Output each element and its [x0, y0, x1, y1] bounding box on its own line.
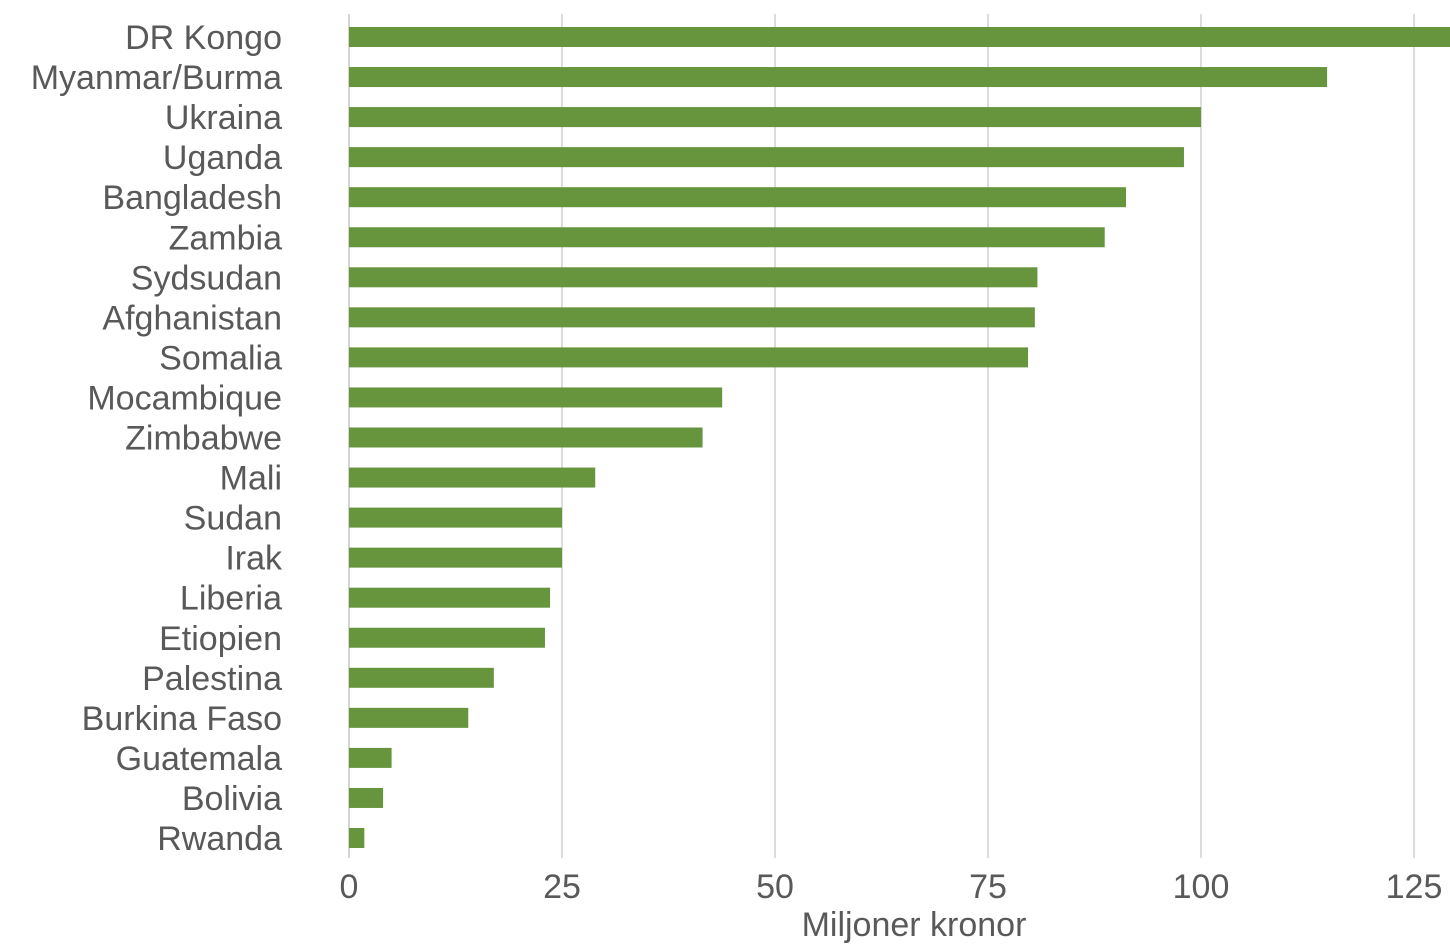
category-label: Ukraina [165, 99, 282, 137]
bars [349, 27, 1450, 848]
bar [349, 267, 1038, 288]
bar [349, 667, 494, 688]
x-tick-label: 50 [756, 868, 794, 906]
category-label: Myanmar/Burma [31, 59, 282, 97]
bar [349, 387, 723, 408]
category-label: Zambia [169, 219, 282, 257]
bar [349, 467, 596, 488]
category-label: Sudan [184, 500, 282, 538]
category-label: Bolivia [182, 780, 282, 818]
bar [349, 427, 703, 448]
category-label: Liberia [180, 580, 282, 618]
category-labels: DR KongoMyanmar/BurmaUkrainaUgandaBangla… [31, 19, 283, 858]
bar [349, 227, 1105, 248]
bar [349, 787, 384, 808]
category-label: Palestina [142, 660, 282, 698]
bar [349, 147, 1184, 168]
category-label: Guatemala [116, 740, 282, 778]
bar [349, 587, 551, 608]
category-label: Irak [225, 540, 283, 578]
bar [349, 747, 392, 768]
category-label: Rwanda [157, 820, 282, 858]
x-tick-label: 100 [1173, 868, 1230, 906]
category-label: Afghanistan [102, 299, 282, 337]
bar [349, 828, 365, 848]
bar [349, 67, 1328, 88]
category-label: DR Kongo [125, 19, 282, 57]
bar [349, 547, 562, 568]
x-tick-labels: 0 25 50 75 100 125 [340, 868, 1443, 906]
bar [349, 107, 1201, 128]
category-label: Etiopien [159, 620, 282, 658]
bar [349, 507, 562, 528]
category-label: Mocambique [87, 379, 282, 417]
category-label: Uganda [163, 139, 282, 177]
bar [349, 27, 1450, 47]
bar [349, 187, 1127, 208]
bar [349, 627, 545, 648]
x-tick-label: 0 [340, 868, 359, 906]
bar [349, 707, 469, 728]
x-axis-title: Miljoner kronor [802, 906, 1027, 944]
category-label: Burkina Faso [82, 700, 282, 738]
category-label: Zimbabwe [125, 420, 282, 458]
x-tick-label: 75 [969, 868, 1007, 906]
category-label: Mali [220, 460, 282, 498]
bar [349, 307, 1035, 328]
category-label: Somalia [159, 339, 282, 377]
x-tick-label: 125 [1386, 868, 1443, 906]
bar [349, 347, 1029, 368]
category-label: Sydsudan [131, 259, 282, 297]
category-label: Bangladesh [102, 179, 282, 217]
x-tick-label: 25 [543, 868, 581, 906]
